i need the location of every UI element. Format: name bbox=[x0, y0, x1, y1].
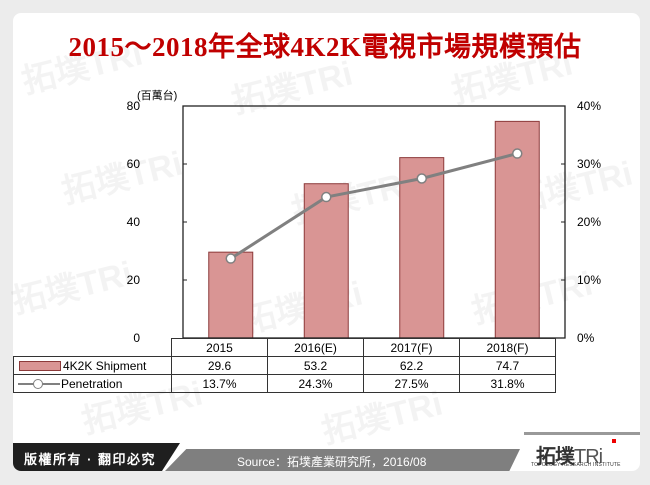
table-header-cell: 2018(F) bbox=[459, 338, 556, 357]
line-point-marker bbox=[321, 191, 332, 203]
left-axis-tick: 40 bbox=[126, 215, 140, 229]
table-cell: 74.7 bbox=[459, 356, 556, 375]
right-axis-tick: 40% bbox=[577, 99, 602, 113]
bar bbox=[208, 251, 254, 339]
left-axis-tick: 0 bbox=[133, 331, 140, 345]
right-axis-tick: 20% bbox=[577, 215, 602, 229]
line-legend-marker-icon bbox=[18, 379, 60, 390]
source-text: Source：拓墣產業研究所，2016/08 bbox=[237, 455, 427, 469]
left-axis-tick: 60 bbox=[126, 157, 140, 171]
legend-penetration: Penetration bbox=[13, 374, 172, 393]
logo-subtitle: TOPOLOGY RESEARCH INSTITUTE bbox=[531, 462, 621, 468]
table-header-cell: 2015 bbox=[171, 338, 268, 357]
table-cell: 53.2 bbox=[267, 356, 364, 375]
line-point-marker bbox=[416, 173, 427, 184]
bar-series bbox=[208, 120, 540, 339]
axis-ticks bbox=[183, 163, 565, 281]
copyright-text: 版權所有 · 翻印必究 bbox=[24, 452, 157, 467]
bar-legend-swatch-icon bbox=[19, 361, 61, 372]
page-title: 2015～2018年全球4K2K電視市場規模預估 bbox=[68, 32, 582, 62]
table-cell: 29.6 bbox=[171, 356, 268, 375]
table-header-cell: 2016(E) bbox=[267, 338, 364, 357]
table-header-row: 2015 2016(E) 2017(F) 2018(F) bbox=[14, 338, 556, 357]
right-axis-tick: 30% bbox=[577, 157, 602, 171]
left-axis-unit: (百萬台) bbox=[137, 90, 178, 102]
footer-source-bar bbox=[165, 449, 520, 471]
table-header-cell: 2017(F) bbox=[363, 338, 460, 357]
tri-logo: 拓墣TRi bbox=[536, 446, 603, 468]
bar bbox=[399, 157, 445, 339]
data-table: 2015 2016(E) 2017(F) 2018(F) 4K2K Shipme… bbox=[13, 338, 556, 393]
left-axis-tick: 20 bbox=[126, 273, 140, 287]
table-cell: 62.2 bbox=[363, 356, 460, 375]
left-axis-tick: 80 bbox=[126, 99, 140, 113]
right-axis-tick: 0% bbox=[577, 331, 595, 345]
table-cell: 13.7% bbox=[171, 374, 268, 393]
line-series bbox=[225, 148, 523, 264]
table-row: 4K2K Shipment 29.6 53.2 62.2 74.7 bbox=[13, 356, 556, 375]
logo-dot-icon bbox=[612, 439, 616, 443]
table-cell: 27.5% bbox=[363, 374, 460, 393]
table-cell: 24.3% bbox=[267, 374, 364, 393]
right-axis-tick: 10% bbox=[577, 273, 602, 287]
legend-shipment: 4K2K Shipment bbox=[13, 356, 172, 375]
bar bbox=[303, 183, 349, 339]
footer-copyright-bar bbox=[13, 443, 153, 471]
table-cell: 31.8% bbox=[459, 374, 556, 393]
line-point-marker bbox=[225, 253, 236, 264]
line-point-marker bbox=[512, 148, 523, 159]
table-row: Penetration 13.7% 24.3% 27.5% 31.8% bbox=[13, 374, 556, 393]
